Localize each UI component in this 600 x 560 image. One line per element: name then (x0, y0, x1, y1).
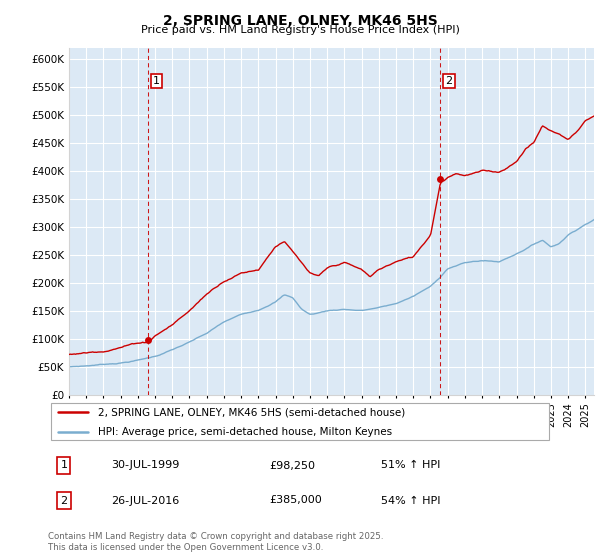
Text: Contains HM Land Registry data © Crown copyright and database right 2025.
This d: Contains HM Land Registry data © Crown c… (48, 532, 383, 552)
FancyBboxPatch shape (50, 403, 550, 440)
Text: 2: 2 (446, 76, 453, 86)
Text: 1: 1 (153, 76, 160, 86)
Text: 54% ↑ HPI: 54% ↑ HPI (380, 496, 440, 506)
Text: 2, SPRING LANE, OLNEY, MK46 5HS (semi-detached house): 2, SPRING LANE, OLNEY, MK46 5HS (semi-de… (98, 407, 406, 417)
Text: 51% ↑ HPI: 51% ↑ HPI (380, 460, 440, 470)
Text: HPI: Average price, semi-detached house, Milton Keynes: HPI: Average price, semi-detached house,… (98, 427, 392, 437)
Text: 30-JUL-1999: 30-JUL-1999 (112, 460, 180, 470)
Text: 26-JUL-2016: 26-JUL-2016 (112, 496, 179, 506)
Text: £98,250: £98,250 (270, 460, 316, 470)
Text: 2, SPRING LANE, OLNEY, MK46 5HS: 2, SPRING LANE, OLNEY, MK46 5HS (163, 14, 437, 28)
Text: 1: 1 (61, 460, 67, 470)
Text: £385,000: £385,000 (270, 496, 323, 506)
Text: Price paid vs. HM Land Registry's House Price Index (HPI): Price paid vs. HM Land Registry's House … (140, 25, 460, 35)
Text: 2: 2 (60, 496, 67, 506)
